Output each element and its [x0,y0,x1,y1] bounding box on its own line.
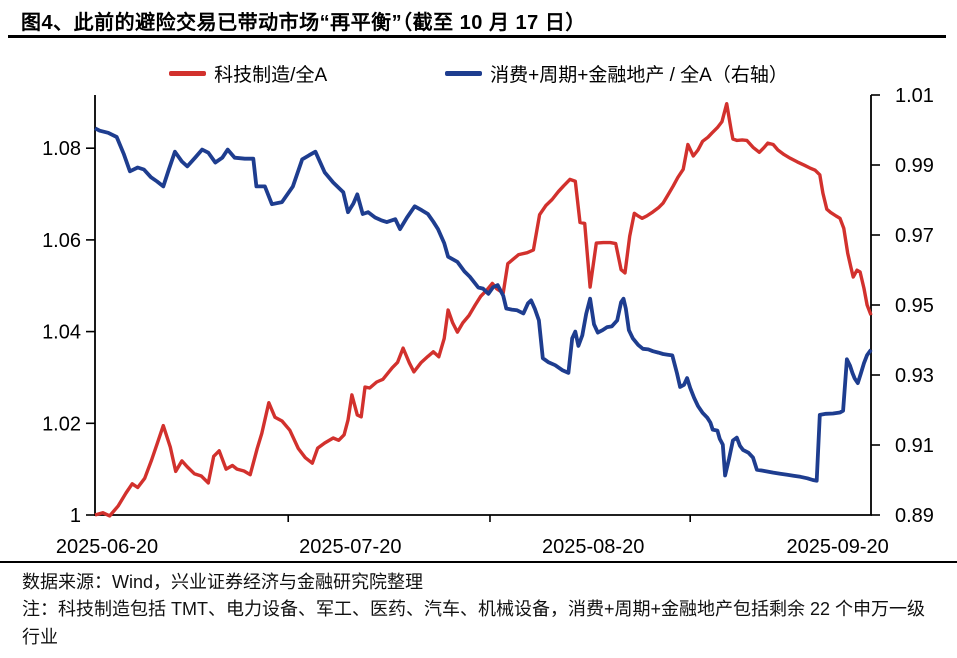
left-axis-tick-label: 1.06 [42,230,81,252]
legend-line-swatch [169,71,207,76]
right-axis-tick-label: 0.91 [895,435,934,457]
legend-item-1: 消费+周期+金融地产 / 全A（右轴） [445,60,788,87]
right-axis-tick-label: 1.01 [895,85,934,107]
right-axis-tick-label: 0.99 [895,155,934,177]
right-axis-tick-label: 0.97 [895,225,934,247]
series-line-blue [94,126,873,483]
footnote: 注：科技制造包括 TMT、电力设备、军工、医药、汽车、机械设备，消费+周期+金融… [22,599,926,647]
legend-line-swatch [445,71,483,76]
x-axis-label: 2025-06-20 [56,536,158,558]
legend-label: 消费+周期+金融地产 / 全A（右轴） [490,65,788,86]
x-axis-label: 2025-07-20 [299,536,401,558]
x-axis-label: 2025-08-20 [542,536,644,558]
right-axis-tick-label: 0.89 [895,505,934,527]
chart-legend: 科技制造/全A 消费+周期+金融地产 / 全A（右轴） [0,60,957,87]
left-axis-tick-label: 1.08 [42,138,81,160]
data-source-note: 数据来源：Wind，兴业证券经济与金融研究院整理 [22,572,424,592]
legend-item-0: 科技制造/全A [169,60,327,87]
left-axis-tick-label: 1 [70,505,81,527]
x-axis-label: 2025-09-20 [786,536,888,558]
footer-divider [0,561,957,563]
legend-label: 科技制造/全A [214,65,328,86]
left-axis-tick-label: 1.02 [42,413,81,435]
left-axis-tick-label: 1.04 [42,322,81,344]
figure-title: 图4、此前的避险交易已带动市场“再平衡”（截至 10 月 17 日） [21,12,586,34]
title-divider [8,35,946,38]
right-axis-tick-label: 0.93 [895,365,934,387]
right-axis-tick-label: 0.95 [895,295,934,317]
series-line-red [94,101,873,518]
